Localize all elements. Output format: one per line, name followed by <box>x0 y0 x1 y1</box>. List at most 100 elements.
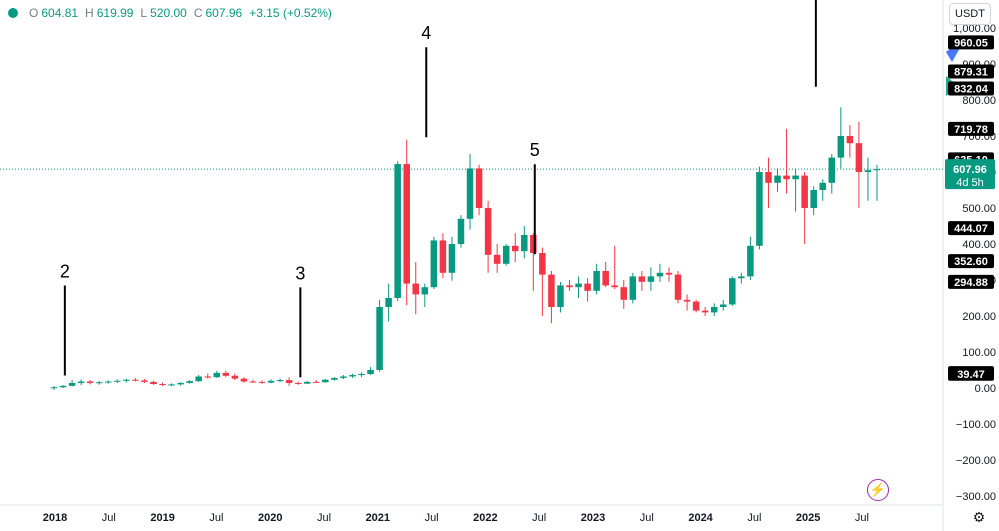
wave-label: 5 <box>530 140 540 160</box>
candle-body <box>394 164 401 298</box>
candle-body <box>530 235 537 253</box>
low-value: 520.00 <box>150 6 187 20</box>
candle-body <box>385 298 392 307</box>
price-tag-text: 832.04 <box>954 83 989 95</box>
candle-body <box>68 382 76 386</box>
price-tag <box>948 35 994 50</box>
candle-body <box>240 378 248 382</box>
x-tick-label: Jul <box>209 512 223 524</box>
price-tag-text: 444.07 <box>954 223 988 235</box>
y-tick-label: 400.00 <box>962 239 996 251</box>
candle-body <box>430 240 438 288</box>
lightning-bolt-icon[interactable]: ⚡ <box>867 479 889 501</box>
candle-body <box>349 375 356 377</box>
candle-body <box>313 381 320 383</box>
current-price-tag <box>945 159 995 190</box>
candle-body <box>539 253 546 275</box>
y-tick-label: −100.00 <box>956 419 996 431</box>
x-tick-label: Jul <box>532 512 546 524</box>
price-tag <box>948 254 994 269</box>
y-tick-label: 1,000.00 <box>953 23 996 35</box>
candle-body <box>358 373 365 376</box>
candle-body <box>548 274 555 307</box>
close-label: C <box>193 6 203 20</box>
candle-body <box>421 287 429 295</box>
x-tick-label: Jul <box>855 512 869 524</box>
currency-selector[interactable]: USDT <box>949 3 991 25</box>
candle-body <box>222 372 230 376</box>
candle-body <box>521 235 528 252</box>
x-tick-label: Jul <box>102 512 116 524</box>
candle-body <box>376 307 383 370</box>
price-tag <box>948 64 994 79</box>
candle-body <box>774 175 781 183</box>
price-tag <box>948 274 994 289</box>
y-tick-label: 800.00 <box>962 95 996 107</box>
y-tick-label: −200.00 <box>956 455 996 467</box>
y-tick-label: 100.00 <box>962 347 996 359</box>
candle-body <box>123 379 130 381</box>
y-tick-label: 0.00 <box>975 383 996 395</box>
price-tag <box>948 221 994 236</box>
x-tick-label: 2018 <box>43 512 67 524</box>
change-value: +3.15 (+0.52%) <box>249 6 332 20</box>
candle-body <box>340 376 347 378</box>
candle-body <box>132 379 139 381</box>
candle-body <box>620 287 628 300</box>
candle-body <box>783 175 790 180</box>
candle-body <box>231 375 239 379</box>
candle-body <box>674 274 682 300</box>
candle-body <box>810 190 817 208</box>
candle-body <box>692 301 700 311</box>
x-tick-label: 2021 <box>366 512 390 524</box>
candle-body <box>765 172 772 183</box>
candle-body <box>258 381 266 383</box>
x-tick-label: 2019 <box>150 512 174 524</box>
candle-body <box>756 172 763 246</box>
price-tag-text: 719.78 <box>954 124 988 136</box>
candle-body <box>593 271 600 291</box>
candle-body <box>448 244 456 273</box>
candle-body <box>412 283 420 295</box>
candle-body <box>95 382 103 384</box>
candle-body <box>747 245 754 277</box>
candle-body <box>493 254 501 264</box>
candle-body <box>710 307 718 313</box>
x-tick-label: 2024 <box>688 512 713 524</box>
candle-body <box>846 136 854 144</box>
price-tag <box>948 81 994 96</box>
candle-body <box>502 245 510 264</box>
candle-body <box>168 384 175 386</box>
ohlc-legend: O 604.81 H 619.99 L 520.00 C 607.96 +3.15 (+… <box>8 6 336 20</box>
candle-body <box>683 299 691 302</box>
candle-body <box>367 370 374 374</box>
candle-body <box>719 304 727 307</box>
y-tick-label: 500.00 <box>962 203 996 215</box>
candle-body <box>177 382 184 385</box>
wave-label: 3 <box>295 263 305 283</box>
candle-body <box>557 285 564 307</box>
candle-body <box>656 272 664 277</box>
open-value: 604.81 <box>41 6 79 20</box>
candle-body <box>511 245 519 252</box>
candle-body <box>602 271 609 286</box>
candle-body <box>105 381 112 383</box>
candle-body <box>566 285 573 288</box>
candle-body <box>86 381 94 383</box>
x-tick-label: 2020 <box>258 512 282 524</box>
candle-body <box>701 310 709 313</box>
candle-body <box>50 387 58 389</box>
candle-body <box>186 381 193 383</box>
candle-body <box>638 276 646 282</box>
candle-body <box>303 381 311 384</box>
candle-body <box>195 376 202 382</box>
candle-body <box>873 169 881 171</box>
gear-icon[interactable]: ⚙ <box>972 508 986 525</box>
status-dot-icon <box>8 8 18 18</box>
price-tag-text: 352.60 <box>954 256 988 268</box>
price-tag <box>948 121 994 136</box>
candle-body <box>647 276 655 282</box>
wave-label: 2 <box>60 262 70 282</box>
open-label: O <box>29 6 39 20</box>
